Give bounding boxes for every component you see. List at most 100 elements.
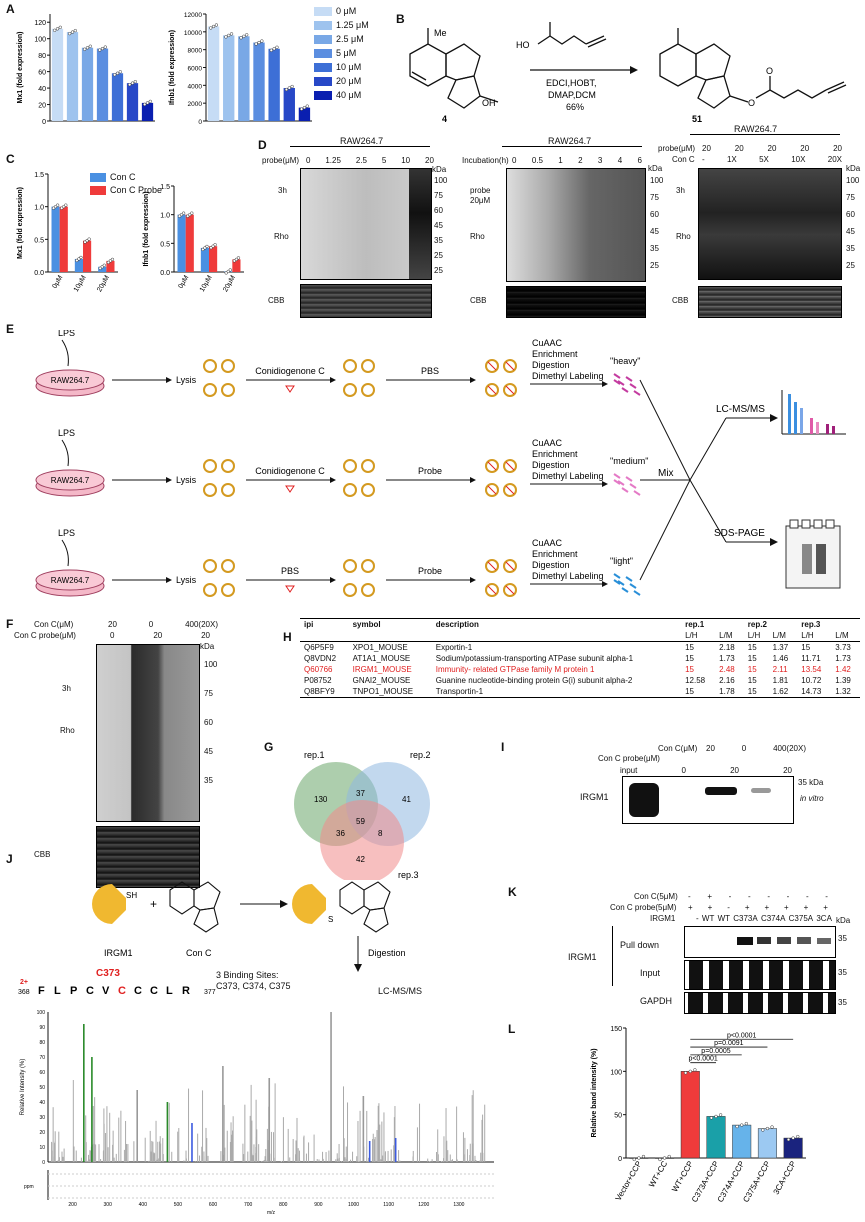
data-point	[637, 1156, 641, 1160]
bar	[66, 32, 79, 121]
yield-label: 66%	[566, 102, 584, 112]
table-cell: XPO1_MOUSE	[352, 643, 408, 652]
d2-lane-2: 1	[558, 156, 563, 165]
i-row2-val-3: 20	[783, 766, 792, 775]
d3-cell-underline	[690, 134, 840, 135]
legend-a-item-5: 20 μM	[314, 74, 394, 88]
k-row3-val-0: -	[696, 914, 699, 923]
protein-icon	[203, 459, 217, 473]
carbonyl-o-label: O	[766, 66, 773, 76]
bar	[232, 259, 241, 272]
d2-lanes: 0 0.5 1 2 3 4 6	[512, 156, 642, 165]
dish-label: RAW264.7	[51, 576, 90, 585]
data-point	[211, 24, 216, 29]
i-row2-label: Con C probe(μM)	[598, 754, 660, 763]
y-tick-label: 10000	[184, 30, 202, 37]
acid-ho-label: HO	[516, 40, 530, 50]
table-cell: 1.46	[772, 654, 789, 663]
bar	[96, 48, 109, 121]
d3-marker-3: 45	[846, 227, 855, 236]
legend-a: 0 μM 1.25 μM 2.5 μM 5 μM 10 μM 20 μM 40 μM	[314, 4, 394, 102]
k-row3-val-1: WT	[701, 914, 715, 923]
table-cell: 15	[685, 643, 695, 652]
data-point	[190, 211, 194, 215]
data-point	[786, 1137, 791, 1142]
j-conc-label: Con C	[186, 948, 212, 958]
bar	[757, 1128, 777, 1159]
label-mark	[487, 361, 497, 371]
peptide-mark	[613, 379, 621, 385]
mix-label: Mix	[658, 468, 674, 479]
f-row1-val-0: 20	[108, 620, 117, 629]
j-scheme: SH IRGM1 + Con C S Digestion	[92, 881, 406, 972]
i-row1-label: Con C(μM)	[658, 744, 698, 753]
bar	[207, 26, 220, 121]
dish-top	[35, 569, 105, 591]
data-point	[70, 30, 75, 34]
protein-icon	[361, 559, 375, 573]
bar	[732, 1124, 752, 1159]
bar	[141, 102, 154, 121]
i-row2-val-1: 0	[681, 766, 686, 775]
h-header-1: symbol	[352, 620, 381, 629]
k-row2-val-4: +	[764, 903, 770, 912]
y-axis-label: Relative band intensity (%)	[591, 1048, 598, 1137]
d1-marker-4: 35	[434, 236, 443, 245]
compound-icon	[285, 585, 295, 593]
j-binding: 3 Binding Sites: C373, C374, C375	[216, 970, 291, 992]
j-x-tick-label: 1300	[453, 1202, 464, 1208]
d3-cbb-label: CBB	[672, 296, 689, 305]
sds-label: SDS-PAGE	[714, 528, 765, 539]
venn-label-rep3: rep.3	[398, 870, 419, 880]
d1-lane-3: 5	[381, 156, 387, 165]
k-row3-val-3: C373A	[733, 914, 758, 923]
data-point	[113, 73, 117, 77]
j-sh-label: SH	[126, 891, 137, 900]
j-x-tick-label: 1200	[418, 1202, 429, 1208]
legend-label-probe: Con C Probe	[110, 185, 163, 195]
d2-marker-0: 100	[650, 176, 664, 185]
k-gapdh-label: GAPDH	[640, 996, 673, 1006]
bar	[783, 1137, 803, 1159]
d2-marker-2: 60	[650, 210, 659, 219]
chart-a-ifnb1: 0 2000 4000 6000 8000 10000 12000 Ifnb1 (fold e…	[169, 12, 312, 126]
d1-lane-1: 1.25	[325, 156, 341, 165]
f-kda-label: kDa	[200, 642, 215, 651]
j-residue-8: L	[166, 985, 173, 997]
y-tick-label: 80	[38, 53, 46, 60]
peptide-mark	[613, 573, 621, 579]
d2-probe-label: probe	[470, 186, 491, 195]
legend-a-swatch-6	[314, 90, 332, 100]
y-tick-label: 0.5	[34, 237, 44, 244]
y-tick-label: 60	[38, 70, 46, 77]
data-point	[735, 1124, 739, 1129]
legend-a-swatch-3	[314, 48, 332, 58]
k-bracket	[612, 926, 613, 986]
legend-a-swatch-0	[314, 6, 332, 16]
d3-row2-val-1: 1X	[726, 155, 737, 164]
j-residue-3: C	[86, 985, 94, 997]
j-y-tick-label: 90	[39, 1025, 45, 1031]
d3-row1-val-1: 20	[734, 144, 744, 153]
h-header-2: description	[435, 620, 479, 629]
step-2-label: PBS	[421, 366, 439, 376]
k-row1-label: Con C(5μM)	[634, 892, 678, 901]
y-tick-label: 0	[618, 1156, 622, 1163]
d1-marker-6: 25	[434, 266, 443, 275]
protein-icon	[203, 383, 217, 397]
y-axis-label: Mx1 (fold expression)	[17, 32, 24, 104]
table-cell: TNPO1_MOUSE	[352, 687, 414, 696]
data-point	[718, 1113, 723, 1117]
j-c373-label: C373	[96, 968, 120, 979]
product-number: 51	[692, 114, 702, 124]
k-kda-label: kDa	[836, 916, 851, 925]
arrowhead-2	[330, 377, 336, 383]
j-x-tick-label: 200	[68, 1202, 77, 1208]
protein-icon	[203, 483, 217, 497]
y-tick-label: 100	[610, 1069, 622, 1076]
step-label-2: Digestion	[532, 560, 570, 570]
data-point	[87, 237, 91, 241]
data-point	[115, 71, 120, 75]
protein-icon	[343, 459, 357, 473]
bar	[283, 88, 295, 121]
